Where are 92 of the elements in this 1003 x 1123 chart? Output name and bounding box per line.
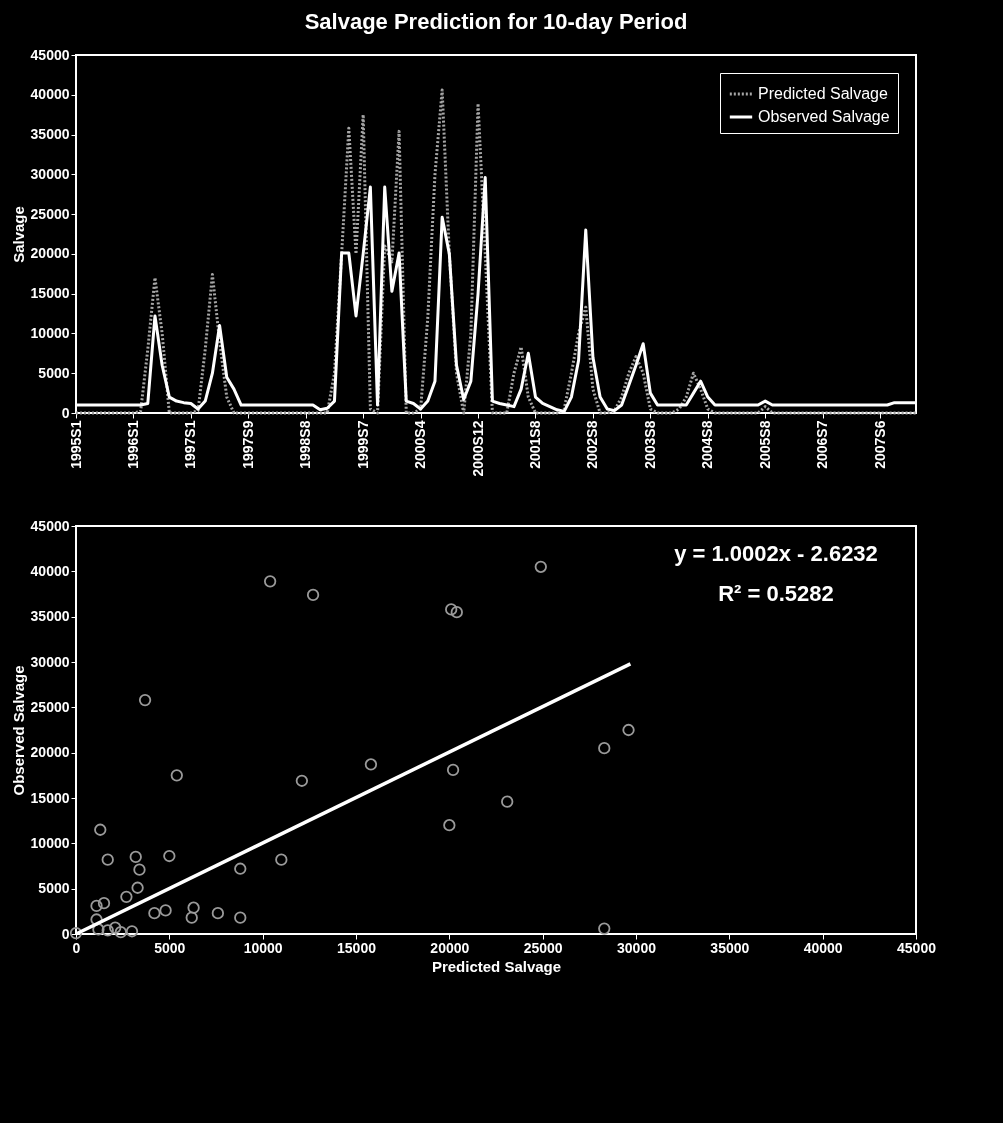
x-tick-label: 1998S8 bbox=[297, 420, 314, 469]
point bbox=[295, 774, 309, 787]
point bbox=[138, 693, 152, 707]
y-axis-title: Salvage bbox=[9, 206, 27, 263]
point bbox=[170, 769, 183, 782]
x-tick-label: 0 bbox=[72, 939, 81, 956]
point bbox=[187, 901, 200, 914]
point bbox=[275, 853, 288, 866]
x-tick-label: 2000S12 bbox=[469, 420, 486, 477]
line-series bbox=[74, 88, 918, 415]
point bbox=[445, 603, 458, 616]
point bbox=[101, 924, 114, 937]
y-tick-label: 0 bbox=[61, 925, 70, 942]
y-tick-label: 15000 bbox=[30, 285, 70, 302]
x-tick-label: 1999S7 bbox=[354, 420, 371, 469]
y-tick-label: 35000 bbox=[30, 608, 70, 625]
x-tick-label: 1996S1 bbox=[124, 420, 141, 469]
point bbox=[120, 890, 133, 903]
y-tick-label: 15000 bbox=[30, 789, 70, 806]
point bbox=[69, 926, 83, 940]
point bbox=[598, 742, 611, 755]
x-tick-label: 2004S8 bbox=[699, 420, 716, 469]
point bbox=[92, 923, 105, 936]
x-tick-label: 10000 bbox=[243, 939, 283, 956]
point bbox=[159, 904, 172, 917]
y-tick-label: 20000 bbox=[30, 744, 70, 761]
x-tick-label: 20000 bbox=[430, 939, 470, 956]
x-axis-title: Predicted Salvage bbox=[431, 957, 562, 975]
point bbox=[163, 849, 176, 863]
y-tick-label: 5000 bbox=[38, 880, 70, 897]
annotation: y = 1.0002x - 2.6232 bbox=[674, 541, 878, 566]
chart-title: Salvage Prediction for 10-day Period bbox=[304, 9, 688, 34]
y-tick-label: 45000 bbox=[30, 517, 70, 534]
point bbox=[131, 881, 144, 894]
x-tick-label: 1997S1 bbox=[182, 420, 199, 469]
x-tick-label: 2001S8 bbox=[526, 420, 543, 469]
x-tick-label: 2007S6 bbox=[871, 420, 888, 469]
y-axis-title: Observed Salvage bbox=[9, 665, 27, 796]
point bbox=[534, 560, 547, 573]
x-tick-label: 15000 bbox=[337, 939, 377, 956]
point bbox=[622, 723, 635, 737]
point bbox=[234, 911, 247, 924]
point bbox=[97, 897, 111, 910]
point bbox=[109, 921, 122, 934]
y-tick-label: 20000 bbox=[30, 245, 70, 262]
x-tick-label: 35000 bbox=[710, 939, 750, 956]
y-tick-label: 40000 bbox=[30, 562, 70, 579]
point bbox=[234, 862, 247, 875]
y-tick-label: 35000 bbox=[30, 126, 70, 143]
legend-label: Predicted Salvage bbox=[758, 85, 888, 102]
x-tick-label: 2003S8 bbox=[641, 420, 658, 469]
point bbox=[450, 606, 463, 619]
x-tick-label: 2006S7 bbox=[814, 420, 831, 469]
y-tick-label: 0 bbox=[61, 404, 70, 421]
point bbox=[129, 850, 142, 864]
x-tick-label: 2000S4 bbox=[412, 420, 429, 469]
point bbox=[114, 926, 127, 939]
legend-label: Observed Salvage bbox=[758, 108, 890, 125]
point bbox=[125, 925, 139, 938]
x-tick-label: 45000 bbox=[897, 939, 937, 956]
point bbox=[148, 907, 161, 920]
x-tick-label: 2002S8 bbox=[584, 420, 601, 469]
point bbox=[94, 823, 107, 836]
y-tick-label: 30000 bbox=[30, 165, 70, 182]
x-tick-label: 1995S1 bbox=[67, 420, 84, 469]
point bbox=[263, 575, 277, 588]
point bbox=[133, 863, 146, 876]
annotation: R² = 0.5282 bbox=[718, 581, 834, 606]
y-tick-label: 30000 bbox=[30, 653, 70, 670]
point bbox=[501, 795, 514, 808]
point bbox=[90, 899, 103, 913]
point bbox=[446, 763, 460, 777]
x-tick-label: 30000 bbox=[617, 939, 657, 956]
y-tick-label: 25000 bbox=[30, 698, 70, 715]
y-tick-label: 10000 bbox=[30, 834, 70, 851]
x-tick-label: 40000 bbox=[803, 939, 843, 956]
y-tick-label: 5000 bbox=[38, 364, 70, 381]
point bbox=[101, 853, 114, 866]
x-tick-label: 25000 bbox=[523, 939, 563, 956]
point bbox=[211, 907, 225, 920]
point bbox=[306, 588, 320, 602]
y-tick-label: 40000 bbox=[30, 86, 70, 103]
point bbox=[443, 819, 456, 832]
x-tick-label: 1997S9 bbox=[239, 420, 256, 469]
y-tick-label: 45000 bbox=[30, 46, 70, 63]
x-tick-label: 5000 bbox=[154, 939, 186, 956]
y-tick-label: 25000 bbox=[30, 205, 70, 222]
y-tick-label: 10000 bbox=[30, 324, 70, 341]
point bbox=[364, 758, 378, 771]
point bbox=[598, 922, 611, 935]
x-tick-label: 2005S8 bbox=[756, 420, 773, 469]
point bbox=[185, 911, 198, 924]
